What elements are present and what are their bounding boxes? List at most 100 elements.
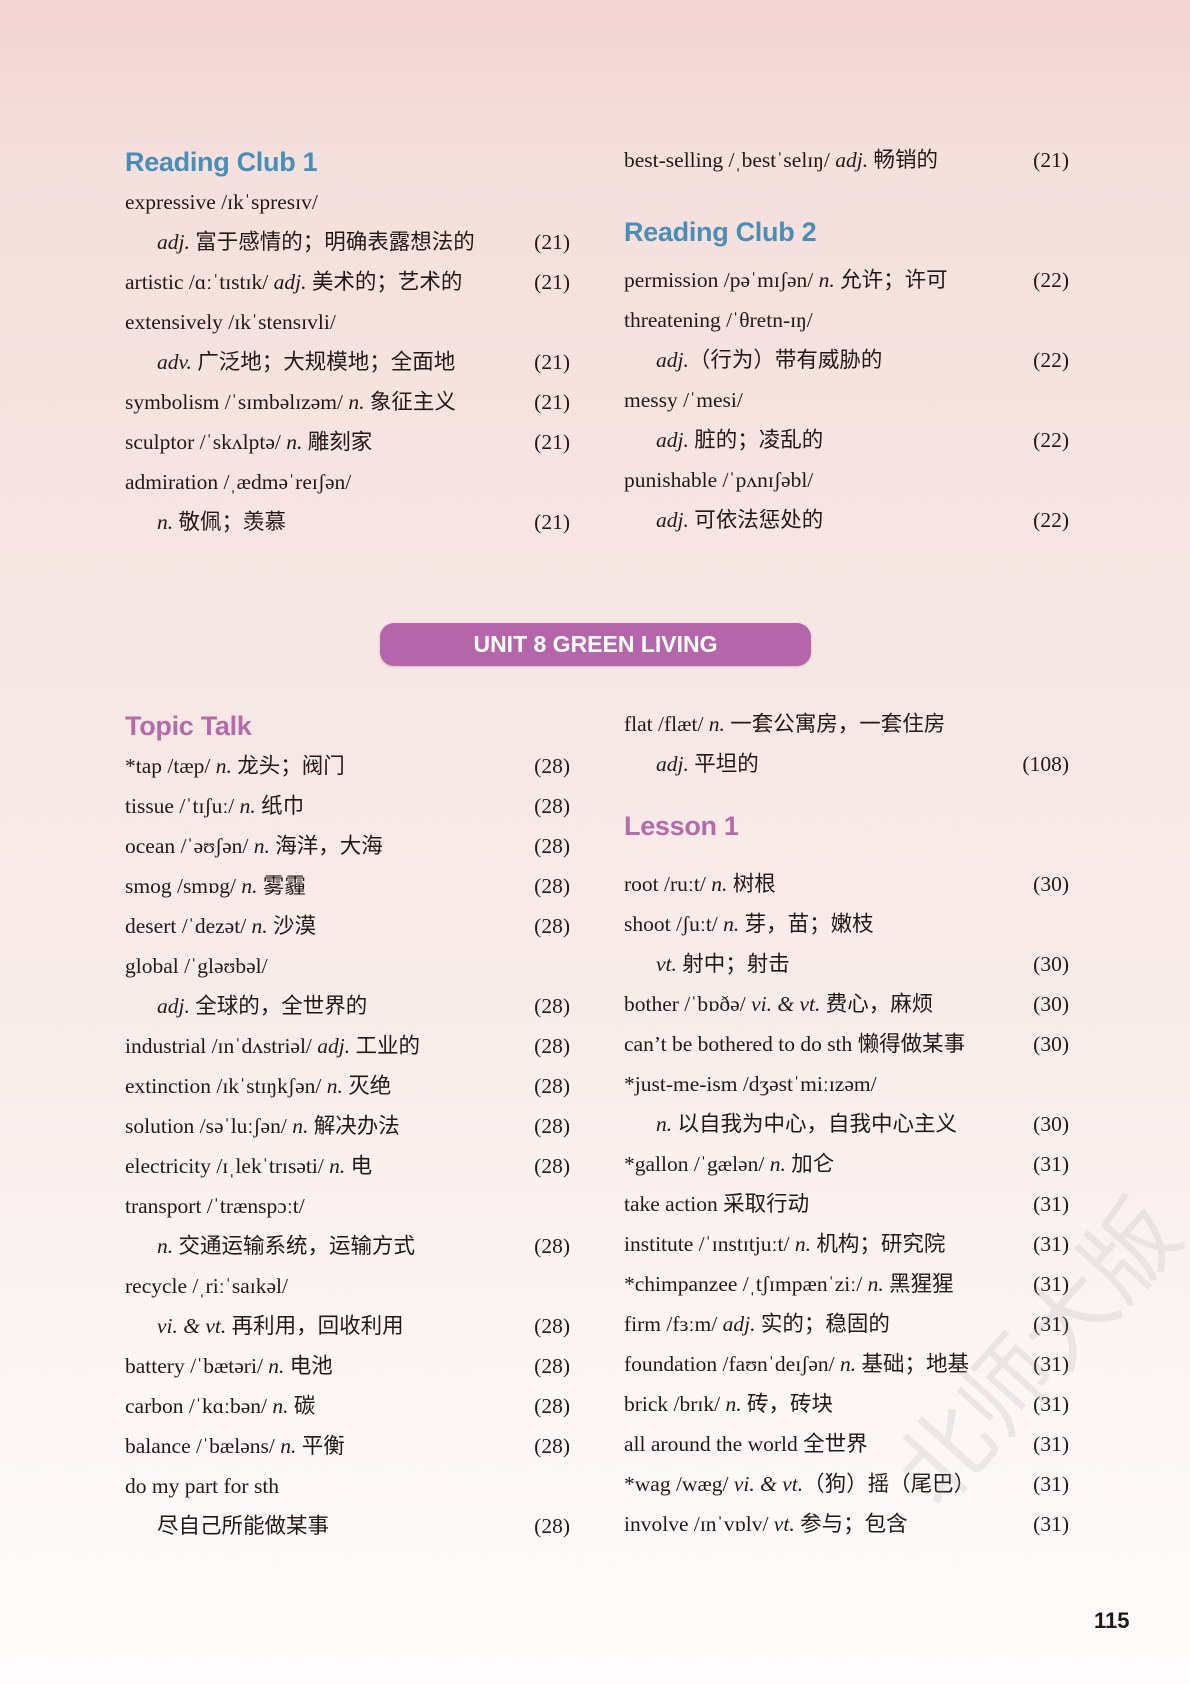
vocab-entry: carbon /ˈkɑːbən/ n. 碳 (28) — [125, 1386, 570, 1426]
page-reference: (30) — [1033, 1112, 1069, 1136]
page-reference: (28) — [534, 1074, 570, 1098]
definition: 龙头；阀门 — [231, 754, 345, 778]
section-heading: Reading Club 2 — [624, 217, 817, 247]
vocab-entry: *just-me-ism /dʒəstˈmiːɪzəm/ — [624, 1064, 1069, 1104]
vocab-entry: flat /flæt/ n. 一套公寓房，一套住房 — [624, 704, 1069, 744]
section-topic-talk-continued: flat /flæt/ n. 一套公寓房，一套住房 adj. 平坦的 (108) — [624, 704, 1069, 784]
part-of-speech: n. — [157, 1234, 174, 1258]
page-reference: (28) — [534, 1034, 570, 1058]
vocab-entry: bother /ˈbɒðə/ vi. & vt. 费心，麻烦 (30) — [624, 984, 1069, 1024]
page-reference: (28) — [534, 1314, 570, 1338]
definition: 美术的；艺术的 — [306, 270, 463, 294]
section-reading-club-2: Reading Club 2 permission /pəˈmɪʃən/ n. 允… — [624, 212, 1069, 540]
definition: 懒得做某事 — [852, 1032, 966, 1056]
page-reference: (28) — [534, 1514, 570, 1538]
part-of-speech: n. — [348, 390, 365, 414]
vocab-word: recycle /ˌriːˈsaɪkəl/ — [125, 1274, 288, 1298]
page-reference: (31) — [1033, 1192, 1069, 1216]
definition: 再利用，回收利用 — [226, 1314, 404, 1338]
part-of-speech: adv. — [157, 350, 192, 374]
vocab-definition-line: adj. 全球的，全世界的 (28) — [125, 986, 570, 1026]
definition: 一套公寓房，一套住房 — [724, 712, 946, 736]
vocab-entry: transport /ˈtrænspɔːt/ — [125, 1186, 570, 1226]
section-heading: Lesson 1 — [624, 811, 739, 841]
page-reference: (21) — [534, 270, 570, 294]
section-heading: Reading Club 1 — [125, 147, 318, 177]
vocab-entry: electricity /ɪˌlekˈtrɪsəti/ n. 电 (28) — [125, 1146, 570, 1186]
vocab-word: admiration /ˌædməˈreɪʃən/ — [125, 470, 352, 494]
vocab-definition-line: adj.（行为）带有威胁的 (22) — [624, 340, 1069, 380]
part-of-speech: vt. — [656, 952, 677, 976]
definition: 全世界 — [797, 1432, 868, 1456]
page-reference: (31) — [1033, 1272, 1069, 1296]
vocab-entry: admiration /ˌædməˈreɪʃən/ — [125, 462, 570, 502]
page-reference: (21) — [534, 510, 570, 534]
vocab-entry: balance /ˈbæləns/ n. 平衡 (28) — [125, 1426, 570, 1466]
vocab-definition-line: adv. 广泛地；大规模地；全面地 (21) — [125, 342, 570, 382]
vocab-word: permission /pəˈmɪʃən/ — [624, 268, 819, 292]
definition: 平衡 — [296, 1434, 345, 1458]
vocab-entry: involve /ɪnˈvɒlv/ vt. 参与；包含 (31) — [624, 1504, 1069, 1544]
definition: 雾霾 — [257, 874, 306, 898]
vocab-word: electricity /ɪˌlekˈtrɪsəti/ — [125, 1154, 330, 1178]
vocab-entry: threatening /ˈθretn-ɪŋ/ — [624, 300, 1069, 340]
vocab-entry: *chimpanzee /ˌtʃɪmpænˈziː/ n. 黑猩猩 (31) — [624, 1264, 1069, 1304]
page-reference: (28) — [534, 1154, 570, 1178]
page-reference: (108) — [1022, 752, 1069, 776]
part-of-speech: adj. — [835, 148, 869, 172]
page-reference: (28) — [534, 1434, 570, 1458]
vocab-word: *gallon /ˈgælən/ — [624, 1152, 770, 1176]
unit-banner: UNIT 8 GREEN LIVING — [380, 623, 811, 666]
part-of-speech: n. — [708, 712, 725, 736]
part-of-speech: vi. & vt. — [733, 1472, 804, 1496]
part-of-speech: vt. — [773, 1512, 795, 1536]
page-reference: (28) — [534, 1114, 570, 1138]
vocab-word: industrial /ɪnˈdʌstriəl/ — [125, 1034, 318, 1058]
section-reading-club-1-continued: best-selling /ˌbestˈselɪŋ/ adj. 畅销的 (21) — [624, 140, 1069, 180]
definition: 富于感情的；明确表露想法的 — [189, 230, 475, 254]
vocab-word: ocean /ˈəʊʃən/ — [125, 834, 254, 858]
vocab-word: global /ˈgləʊbəl/ — [125, 954, 268, 978]
vocab-word: extensively /ɪkˈstensɪvli/ — [125, 310, 336, 334]
page-reference: (22) — [1033, 508, 1069, 532]
definition: 广泛地；大规模地；全面地 — [191, 350, 456, 374]
definition: 全球的，全世界的 — [189, 994, 368, 1018]
vocab-entry: best-selling /ˌbestˈselɪŋ/ adj. 畅销的 (21) — [624, 140, 1069, 180]
page-reference: (31) — [1033, 1352, 1069, 1376]
vocab-word: flat /flæt/ — [624, 712, 709, 736]
part-of-speech: n. — [723, 912, 740, 936]
page-reference: (28) — [534, 1354, 570, 1378]
definition: 黑猩猩 — [883, 1272, 954, 1296]
page-reference: (28) — [534, 1394, 570, 1418]
vocab-word: all around the world — [624, 1432, 798, 1456]
vocab-word: messy /ˈmesi/ — [624, 388, 743, 412]
vocab-entry: root /ruːt/ n. 树根 (30) — [624, 864, 1069, 904]
vocab-word: *just-me-ism /dʒəstˈmiːɪzəm/ — [624, 1072, 877, 1096]
definition: 平坦的 — [688, 752, 759, 776]
vocab-word: smog /smɒg/ — [125, 874, 242, 898]
vocab-entry: *tap /tæp/ n. 龙头；阀门 (28) — [125, 746, 570, 786]
part-of-speech: n. — [268, 1354, 285, 1378]
vocab-word: balance /ˈbæləns/ — [125, 1434, 281, 1458]
vocab-word: tissue /ˈtɪʃuː/ — [125, 794, 240, 818]
vocab-word: solution /səˈluːʃən/ — [125, 1114, 293, 1138]
definition: 脏的；凌乱的 — [688, 428, 824, 452]
vocab-word: best-selling /ˌbestˈselɪŋ/ — [624, 148, 836, 172]
vocab-entry: firm /fɜːm/ adj. 实的；稳固的 (31) — [624, 1304, 1069, 1344]
vocab-definition-line: adj. 脏的；凌乱的 (22) — [624, 420, 1069, 460]
definition: 实的；稳固的 — [755, 1312, 890, 1336]
part-of-speech: adj. — [656, 752, 689, 776]
vocab-word: *tap /tæp/ — [125, 754, 216, 778]
vocab-word: firm /fɜːm/ — [624, 1312, 723, 1336]
vocab-entry: can’t be bothered to do sth 懒得做某事 (30) — [624, 1024, 1069, 1064]
vocab-word: foundation /faʊnˈdeɪʃən/ — [624, 1352, 840, 1376]
page-reference: (31) — [1033, 1312, 1069, 1336]
definition: 解决办法 — [308, 1114, 400, 1138]
page-reference: (31) — [1033, 1512, 1069, 1536]
page-reference: (28) — [534, 834, 570, 858]
vocab-word: root /ruːt/ — [624, 872, 712, 896]
vocab-word: *wag /wæg/ — [624, 1472, 734, 1496]
vocab-entry: solution /səˈluːʃən/ n. 解决办法 (28) — [125, 1106, 570, 1146]
definition: 采取行动 — [717, 1192, 810, 1216]
vocab-word: desert /ˈdezət/ — [125, 914, 252, 938]
